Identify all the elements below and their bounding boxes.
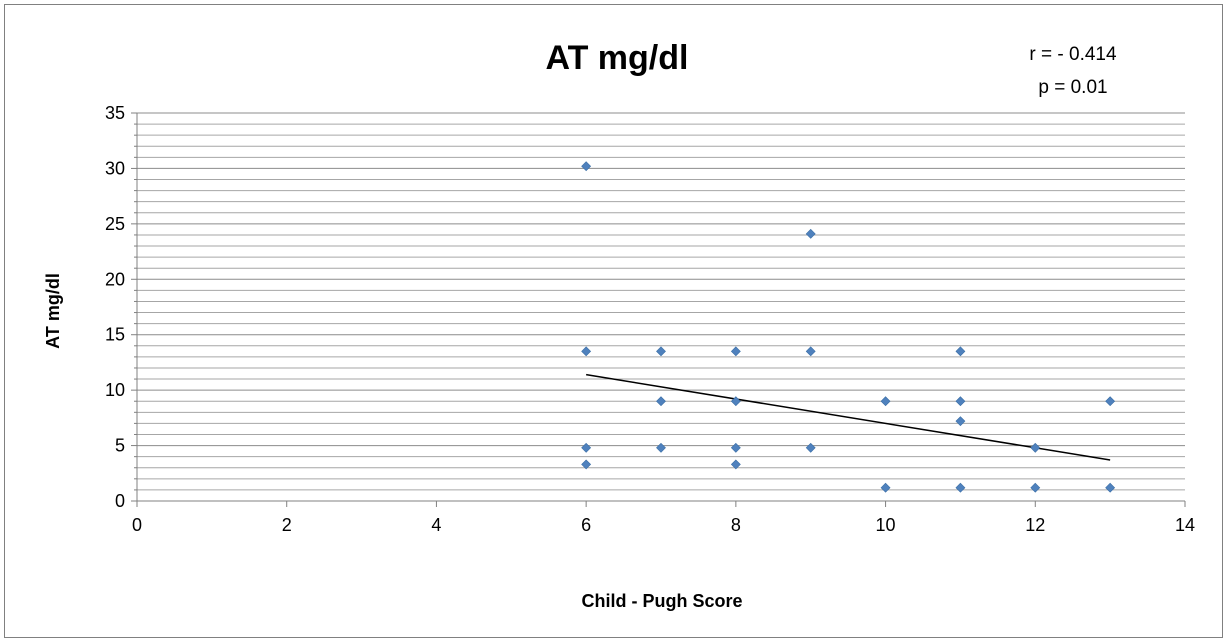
data-point [730, 346, 741, 357]
data-points [581, 161, 1116, 493]
data-point [581, 161, 592, 172]
correlation-annotation: r = - 0.414 [1029, 44, 1117, 65]
chart-title: AT mg/dl [546, 39, 689, 77]
data-point [955, 416, 966, 427]
chart-area: 0 5 10 15 20 25 30 35 0 2 4 6 8 10 12 14 AT mg/dl r = -… [4, 4, 1223, 638]
trendline [586, 373, 1111, 461]
data-point [656, 346, 666, 357]
data-point [656, 396, 666, 407]
data-point [1030, 442, 1041, 453]
x-tick-label: 0 [132, 515, 142, 535]
trendline-layer [586, 373, 1111, 461]
data-point [955, 396, 966, 407]
p-value-annotation: p = 0.01 [1038, 77, 1107, 98]
y-tick-label: 35 [105, 103, 125, 123]
data-point [955, 346, 966, 357]
gridlines [137, 112, 1185, 491]
data-point [656, 442, 666, 453]
data-point [805, 442, 816, 453]
y-tick-label: 20 [105, 269, 125, 289]
x-tick-label: 12 [1025, 515, 1045, 535]
y-tick-label: 15 [105, 325, 125, 345]
data-point [880, 396, 891, 407]
x-tick-label: 8 [731, 515, 741, 535]
x-axis-title: Child - Pugh Score [581, 591, 742, 611]
x-tick-label: 4 [431, 515, 441, 535]
data-point [805, 346, 816, 357]
data-point [581, 442, 592, 453]
data-point [730, 459, 741, 470]
data-point [581, 459, 592, 470]
x-tick-label: 2 [282, 515, 292, 535]
x-tick-label: 6 [581, 515, 591, 535]
data-point [1105, 482, 1116, 493]
x-tick-label: 14 [1175, 515, 1195, 535]
data-point [880, 482, 891, 493]
tick-labels: 0 5 10 15 20 25 30 35 0 2 4 6 8 10 12 14 [105, 103, 1195, 535]
data-point [1105, 396, 1116, 407]
scatter-chart: 0 5 10 15 20 25 30 35 0 2 4 6 8 10 12 14 AT mg/dl r = -… [43, 39, 1195, 611]
data-point [730, 442, 741, 453]
y-tick-label: 0 [115, 491, 125, 511]
data-point [805, 228, 816, 239]
axes [131, 112, 1186, 507]
data-point [730, 396, 741, 407]
data-point [955, 482, 966, 493]
y-axis-title: AT mg/dl [43, 273, 63, 349]
y-tick-label: 30 [105, 158, 125, 178]
data-point [1030, 482, 1041, 493]
y-tick-label: 5 [115, 436, 125, 456]
y-tick-label: 10 [105, 380, 125, 400]
y-tick-label: 25 [105, 214, 125, 234]
x-tick-label: 10 [876, 515, 896, 535]
data-point [581, 346, 592, 357]
